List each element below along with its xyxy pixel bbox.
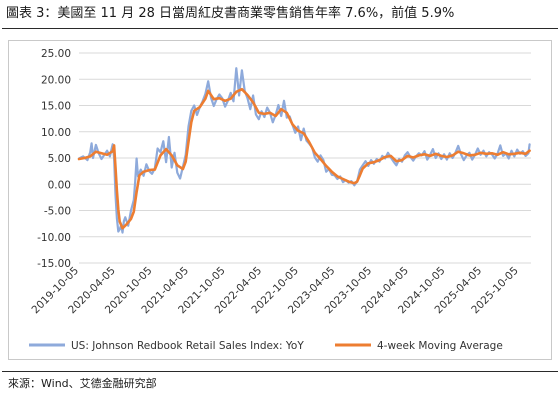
bottom-rule <box>2 371 558 372</box>
legend-label: US: Johnson Redbook Retail Sales Index: … <box>71 340 304 352</box>
y-tick-label: -5.00 <box>44 206 71 218</box>
y-tick-label: 5.00 <box>48 153 71 165</box>
y-tick-label: 25.00 <box>41 48 71 60</box>
series-line-4wk-ma <box>77 87 531 230</box>
y-axis-ticks: -15.00 -10.00 -5.00 0.00 5.00 10.00 15.00 20.00… <box>37 48 71 270</box>
redbook-line-chart: -15.00 -10.00 -5.00 0.00 5.00 10.00 15.00 20.00… <box>29 48 531 352</box>
legend-item-4wk-ma: 4-week Moving Average <box>335 340 503 352</box>
y-tick-label: 20.00 <box>41 74 71 86</box>
y-tick-label: -10.00 <box>37 232 71 244</box>
legend-label: 4-week Moving Average <box>377 340 503 352</box>
x-axis-ticks: 2019-10-052020-04-052020-10-052021-04-05… <box>29 265 520 317</box>
y-tick-label: -15.00 <box>37 258 71 270</box>
top-rule <box>2 28 558 29</box>
figure-title: 圖表 3：美國至 11 月 28 日當周紅皮書商業零售銷售年率 7.6%，前值 … <box>6 6 455 21</box>
y-tick-label: 10.00 <box>41 127 71 139</box>
series-line-redbook-yoy <box>77 67 531 234</box>
source-note: 來源：Wind、艾德金融研究部 <box>8 377 157 390</box>
chart-panel: -15.00 -10.00 -5.00 0.00 5.00 10.00 15.00 20.00… <box>8 40 552 360</box>
y-tick-label: 15.00 <box>41 101 71 113</box>
series-lines <box>77 67 531 234</box>
legend-item-redbook-yoy: US: Johnson Redbook Retail Sales Index: … <box>29 340 304 352</box>
y-tick-label: 0.00 <box>48 179 71 191</box>
legend: US: Johnson Redbook Retail Sales Index: … <box>29 340 503 352</box>
